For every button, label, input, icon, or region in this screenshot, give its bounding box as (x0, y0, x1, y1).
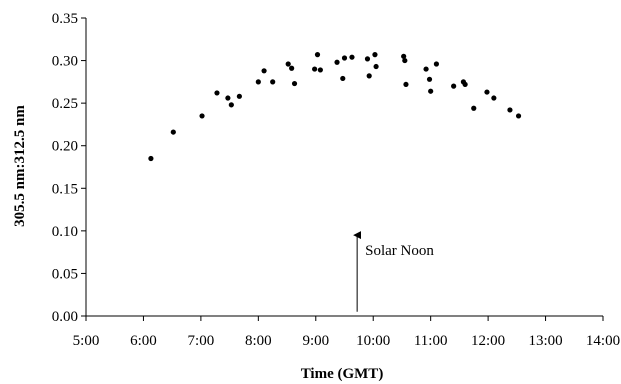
annotations: Solar Noon (353, 231, 434, 312)
x-tick-label: 5:00 (73, 333, 100, 349)
x-axis-title: Time (GMT) (301, 366, 384, 382)
data-point (317, 67, 323, 73)
data-point (484, 89, 490, 95)
data-point (312, 66, 318, 72)
data-point (451, 83, 457, 89)
data-point (214, 90, 220, 96)
x-tick-label: 6:00 (130, 333, 157, 349)
y-tick-label: 0.30 (52, 54, 78, 70)
x-tick-label: 8:00 (245, 333, 272, 349)
data-point (255, 79, 261, 85)
plot-area: 0.00 0.05 0.10 0.15 0.20 0.25 0.30 0.35 5:00 6:00… (52, 11, 620, 349)
data-point (507, 107, 513, 113)
data-point (199, 113, 205, 119)
data-point (314, 52, 321, 58)
data-point (423, 66, 429, 72)
data-point (170, 129, 176, 135)
y-tick-label: 0.10 (52, 224, 78, 240)
data-point (426, 76, 433, 82)
data-point (148, 155, 154, 162)
data-point (341, 55, 348, 61)
x-tick-label: 9:00 (302, 333, 329, 349)
data-point (340, 75, 346, 82)
x-tick-label: 10:00 (356, 333, 390, 349)
data-point (428, 88, 434, 94)
x-tick-label: 14:00 (586, 333, 620, 349)
data-point (402, 57, 408, 64)
y-tick-label: 0.35 (52, 11, 78, 27)
data-point (462, 81, 468, 88)
y-tick-label: 0.25 (52, 96, 78, 112)
data-point (364, 56, 371, 62)
y-tick-label: 0.20 (52, 139, 78, 155)
data-point (334, 59, 340, 65)
data-points (148, 52, 522, 162)
data-point (285, 61, 291, 67)
x-tick-label: 12:00 (471, 333, 505, 349)
data-point (401, 53, 407, 59)
data-point (471, 105, 477, 111)
data-point (228, 102, 234, 108)
data-point (366, 73, 372, 79)
y-tick-label: 0.15 (52, 181, 78, 197)
data-point (236, 93, 242, 99)
data-point (403, 81, 409, 88)
data-point (491, 95, 497, 101)
data-point (225, 95, 231, 101)
data-point (372, 52, 378, 58)
x-tick-label: 13:00 (528, 333, 562, 349)
data-point (515, 113, 522, 119)
data-point (291, 80, 298, 87)
data-point (433, 61, 440, 67)
y-tick-label: 0.05 (52, 266, 78, 282)
x-tick-label: 7:00 (188, 333, 215, 349)
y-tick-label: 0.00 (52, 309, 78, 325)
data-point (261, 68, 267, 74)
x-tick-label: 11:00 (414, 333, 448, 349)
data-point (289, 65, 295, 71)
data-point (349, 54, 355, 60)
data-point (270, 79, 276, 85)
solar-noon-label: Solar Noon (365, 243, 434, 259)
y-axis-title: 305.5 nm:312.5 nm (12, 105, 28, 227)
data-point (373, 63, 379, 70)
axes: 0.00 0.05 0.10 0.15 0.20 0.25 0.30 0.35 5:00 6:00… (52, 11, 620, 349)
